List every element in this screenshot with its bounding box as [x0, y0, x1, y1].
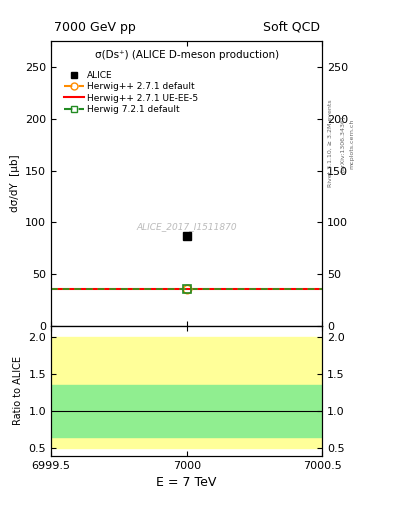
Y-axis label: dσ/dY  [μb]: dσ/dY [μb]	[9, 155, 20, 212]
Text: [arXiv:1306.3436]: [arXiv:1306.3436]	[340, 115, 345, 172]
Bar	[51, 386, 322, 437]
Y-axis label: Ratio to ALICE: Ratio to ALICE	[13, 356, 23, 425]
X-axis label: E = 7 TeV: E = 7 TeV	[156, 476, 217, 489]
Legend: ALICE, Herwig++ 2.7.1 default, Herwig++ 2.7.1 UE-EE-5, Herwig 7.2.1 default: ALICE, Herwig++ 2.7.1 default, Herwig++ …	[64, 71, 198, 114]
Text: σ(Ds⁺) (ALICE D-meson production): σ(Ds⁺) (ALICE D-meson production)	[95, 50, 279, 59]
Text: Rivet 3.1.10, ≥ 3.2M events: Rivet 3.1.10, ≥ 3.2M events	[328, 99, 333, 187]
Bar	[51, 337, 322, 449]
Text: mcplots.cern.ch: mcplots.cern.ch	[349, 118, 354, 168]
Text: ALICE_2017_I1511870: ALICE_2017_I1511870	[136, 222, 237, 231]
Text: 7000 GeV pp: 7000 GeV pp	[54, 21, 136, 34]
Text: Soft QCD: Soft QCD	[263, 21, 320, 34]
